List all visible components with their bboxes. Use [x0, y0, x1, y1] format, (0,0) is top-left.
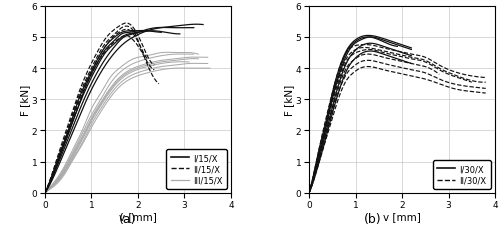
X-axis label: v [mm]: v [mm]: [119, 211, 157, 221]
Legend: I/30/X, II/30/X: I/30/X, II/30/X: [433, 160, 491, 189]
Text: (b): (b): [364, 212, 382, 225]
Y-axis label: F [kN]: F [kN]: [20, 84, 30, 116]
X-axis label: v [mm]: v [mm]: [383, 211, 421, 221]
Legend: I/15/X, II/15/X, III/15/X: I/15/X, II/15/X, III/15/X: [166, 149, 227, 189]
Text: (a): (a): [119, 212, 136, 225]
Y-axis label: F [kN]: F [kN]: [284, 84, 294, 116]
